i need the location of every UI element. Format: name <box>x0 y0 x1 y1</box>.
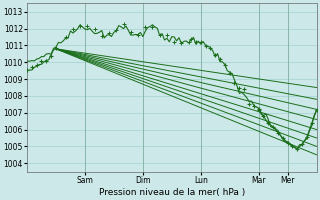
X-axis label: Pression niveau de la mer( hPa ): Pression niveau de la mer( hPa ) <box>99 188 245 197</box>
